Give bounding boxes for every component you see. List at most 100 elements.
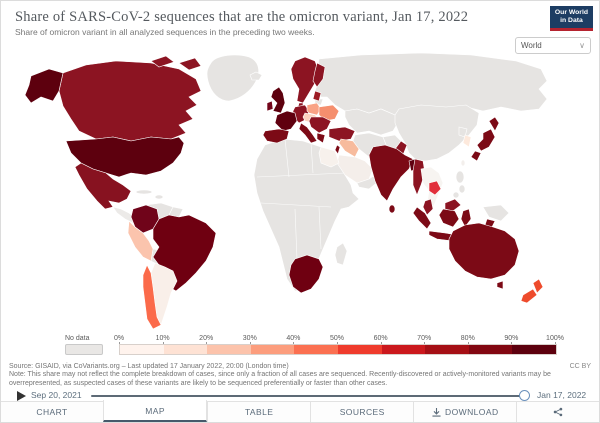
owid-logo[interactable]: Our World in Data [549, 6, 593, 31]
country-poland[interactable] [306, 102, 322, 116]
legend-segment [337, 345, 382, 354]
country-spain-portugal[interactable] [262, 128, 290, 144]
country-cambodia[interactable] [428, 180, 442, 196]
legend-tick-mark [293, 342, 295, 345]
timeline-track[interactable] [91, 395, 523, 397]
country-canada-arctic[interactable] [150, 55, 175, 68]
country-peru[interactable] [127, 220, 154, 262]
country-usa-alaska[interactable] [24, 68, 64, 104]
country-south-korea[interactable] [462, 134, 472, 148]
legend-tick-mark [337, 342, 338, 345]
country-france[interactable] [274, 110, 298, 132]
play-icon[interactable] [17, 391, 26, 401]
country-china[interactable] [394, 104, 480, 162]
country-indonesia-sulawesi[interactable] [460, 208, 472, 228]
legend-tick-mark [206, 342, 208, 345]
country-new-zealand-north[interactable] [532, 278, 544, 294]
legend-segment [425, 345, 469, 354]
tab-chart[interactable]: CHART [36, 407, 68, 417]
country-central-asia[interactable] [344, 108, 400, 136]
country-greenland[interactable] [206, 54, 259, 102]
country-new-zealand-south[interactable] [520, 288, 538, 304]
source-line: Source: GISAID, via CoVariants.org – Las… [9, 363, 289, 370]
country-ireland[interactable] [266, 100, 274, 112]
country-egypt[interactable] [318, 146, 340, 168]
country-indonesia-sumatra[interactable] [412, 206, 432, 230]
legend-segment [294, 345, 338, 354]
country-cuba[interactable] [135, 189, 153, 195]
country-south-africa[interactable] [288, 254, 324, 294]
tab-table[interactable]: TABLE [207, 402, 310, 422]
country-papua-new-guinea[interactable] [482, 204, 510, 222]
country-italy[interactable] [298, 122, 318, 144]
tab-download[interactable]: DOWNLOAD [413, 402, 516, 422]
country-canada-arctic[interactable] [178, 57, 202, 71]
legend-color-scale[interactable]: 0% 10% 20% 30% 40% 50% 60% 70% 80% 90% 100% [114, 334, 564, 356]
legend-tick-label: 80% [460, 335, 475, 342]
country-japan[interactable] [470, 150, 482, 162]
country-indonesia-kalimantan[interactable] [438, 208, 460, 228]
tab-sources[interactable]: SOURCES [310, 402, 413, 422]
legend-tick-mark [119, 342, 120, 345]
country-united-kingdom[interactable] [270, 86, 286, 114]
legend-tick-label: 90% [504, 335, 519, 342]
legend-tick-label: 70% [417, 335, 432, 342]
country-norway-sweden[interactable] [290, 56, 320, 104]
license-label[interactable]: CC BY [569, 363, 591, 370]
country-israel[interactable] [334, 144, 341, 155]
timeline-start-date[interactable]: Sep 20, 2021 [31, 390, 82, 400]
legend-segment [163, 345, 208, 354]
country-romania-balkans[interactable] [308, 116, 332, 134]
timeline: Sep 20, 2021 Jan 17, 2022 [1, 389, 600, 403]
owid-logo-line2: in Data [560, 17, 583, 25]
country-malaysia[interactable] [422, 198, 434, 216]
country-taiwan[interactable] [460, 159, 466, 167]
country-turkey[interactable] [328, 126, 356, 142]
tab-map[interactable]: MAP [103, 400, 208, 422]
legend-segment [381, 345, 426, 354]
region-dropdown[interactable]: World ∨ [515, 37, 591, 54]
share-icon [553, 407, 563, 417]
country-hispaniola[interactable] [154, 194, 164, 200]
legend-tick-label: 50% [329, 335, 345, 342]
country-madagascar[interactable] [334, 242, 348, 266]
country-japan[interactable] [476, 128, 496, 152]
legend-tick-label: 30% [242, 335, 257, 342]
legend-color-bar[interactable] [119, 344, 557, 355]
country-baltics[interactable] [312, 90, 322, 102]
world-choropleth-map[interactable] [1, 51, 600, 336]
bottom-tab-bar: CHART MAP TABLE SOURCES DOWNLOAD [1, 400, 599, 422]
page-subtitle: Share of omicron variant in all analyzed… [15, 27, 315, 37]
country-india[interactable] [368, 144, 414, 202]
country-japan[interactable] [488, 116, 500, 132]
country-philippines[interactable] [452, 170, 466, 199]
legend-no-data-swatch[interactable] [65, 344, 103, 355]
country-australia[interactable] [448, 222, 520, 280]
timeline-end-date[interactable]: Jan 17, 2022 [537, 390, 587, 400]
country-finland[interactable] [312, 62, 326, 88]
country-ukraine[interactable] [318, 104, 340, 122]
legend-tick-mark [424, 342, 426, 345]
country-greece[interactable] [316, 132, 326, 144]
region-dropdown-value: World [521, 41, 542, 50]
tab-share[interactable] [516, 402, 599, 422]
country-mexico[interactable] [74, 162, 132, 210]
country-myanmar[interactable] [412, 158, 426, 196]
page-title: Share of SARS-CoV-2 sequences that are t… [15, 9, 469, 25]
timeline-handle[interactable] [519, 390, 530, 401]
country-tasmania[interactable] [496, 280, 504, 290]
legend-tick-mark [511, 342, 513, 345]
country-canada[interactable] [58, 60, 202, 142]
country-sri-lanka[interactable] [388, 204, 396, 214]
legend-no-data-label: No data [65, 335, 90, 342]
country-iceland[interactable] [249, 71, 263, 81]
legend-tick-label: 60% [373, 335, 388, 342]
country-saudi-arabia[interactable] [336, 154, 374, 184]
download-icon [432, 407, 441, 417]
legend-segment [468, 345, 513, 354]
country-malaysia-borneo[interactable] [444, 198, 462, 212]
country-chile[interactable] [142, 264, 162, 330]
legend-segment [207, 345, 251, 354]
chevron-down-icon: ∨ [579, 40, 585, 50]
legend-tick-mark [162, 342, 164, 345]
